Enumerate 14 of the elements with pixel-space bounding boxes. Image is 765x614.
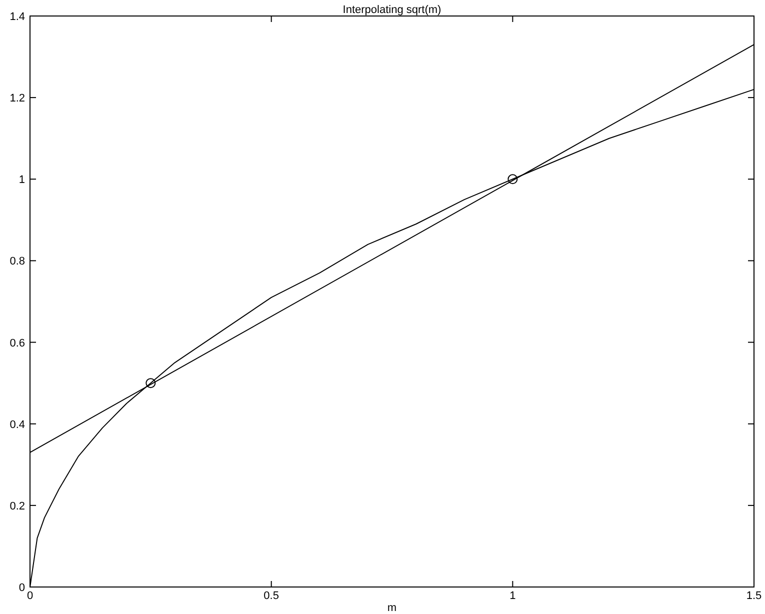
x-tick-label: 0.5 [264, 590, 279, 602]
y-tick-label: 1.4 [10, 11, 25, 23]
y-tick-label: 1 [18, 174, 25, 186]
x-axis-title: m [387, 602, 397, 614]
y-tick-label: 0 [18, 582, 25, 594]
y-tick-label: 0.6 [10, 337, 25, 350]
x-tick-label: 1.5 [746, 590, 762, 602]
x-tick-label: 1 [510, 590, 516, 602]
chart-title: Interpolating sqrt(m) [342, 4, 442, 16]
x-tick-label: 0 [26, 590, 34, 602]
y-tick-label: 0.4 [10, 418, 25, 431]
y-tick-label: 0.8 [10, 256, 25, 268]
y-tick-label: 1.2 [10, 92, 25, 105]
y-tick-label: 0.2 [10, 500, 25, 512]
